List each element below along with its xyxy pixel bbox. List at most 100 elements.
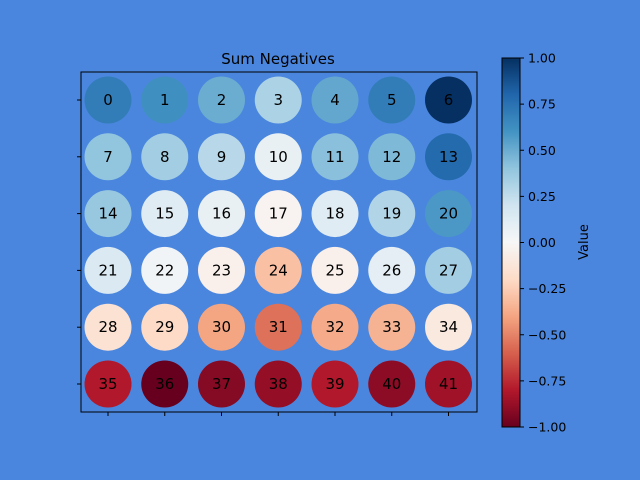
cell-label: 20: [439, 205, 458, 223]
cell-circle: [368, 133, 416, 181]
plot-frame: [80, 71, 478, 413]
cell-circle: [254, 303, 302, 351]
cell-circle: [84, 133, 132, 181]
cell-label: 16: [212, 205, 231, 223]
cell-circle: [141, 360, 189, 408]
cell-label: 21: [98, 261, 117, 279]
colorbar-tick-label: 0.00: [528, 235, 556, 250]
cell-label: 14: [98, 205, 117, 223]
chart-title: Sum Negatives: [221, 50, 335, 68]
cell-label: 3: [273, 91, 283, 109]
cell-label: 12: [382, 148, 401, 166]
cell-label: 17: [269, 205, 288, 223]
cell-circle: [311, 246, 359, 294]
cell-circle: [141, 190, 189, 238]
cell-circle: [198, 133, 245, 181]
cell-circle: [368, 303, 416, 351]
colorbar-tick-label: 0.50: [528, 143, 556, 158]
colorbar-tick-label: 0.25: [528, 189, 556, 204]
cell-label: 25: [325, 261, 344, 279]
cell-label: 37: [212, 375, 231, 393]
cell-label: 8: [160, 148, 170, 166]
cell-circle: [425, 360, 472, 408]
cell-circle: [425, 133, 472, 181]
cell-label: 35: [98, 375, 117, 393]
colorbar-tick-label: −0.75: [528, 373, 566, 388]
cell-circle: [84, 246, 132, 294]
cell-circle: [198, 190, 245, 238]
cell-circle: [368, 360, 416, 408]
colorbar-label: Value: [577, 224, 592, 260]
cell-label: 38: [269, 375, 288, 393]
cell-label: 41: [439, 375, 458, 393]
cell-label: 9: [217, 148, 227, 166]
cell-label: 31: [269, 318, 288, 336]
cell-label: 23: [212, 261, 231, 279]
cell-circle: [425, 303, 472, 351]
cell-circle: [254, 246, 302, 294]
cell-circle: [141, 76, 189, 124]
cell-label: 30: [212, 318, 231, 336]
cell-circle: [311, 133, 359, 181]
cell-circle: [425, 190, 472, 238]
colorbar-tick-label: −1.00: [528, 420, 566, 435]
cell-label: 2: [217, 91, 227, 109]
cell-label: 4: [330, 91, 340, 109]
colorbar-scale: [501, 57, 521, 428]
cell-label: 0: [103, 91, 113, 109]
cell-circle: [254, 133, 302, 181]
cell-label: 11: [325, 148, 344, 166]
cell-circle: [198, 360, 245, 408]
colorbar-tick-label: 0.75: [528, 97, 556, 112]
cell-label: 33: [382, 318, 401, 336]
cell-label: 27: [439, 261, 458, 279]
cell-circle: [368, 76, 416, 124]
cell-label: 1: [160, 91, 170, 109]
cell-circle: [198, 303, 245, 351]
cell-circle: [254, 76, 302, 124]
cell-label: 24: [269, 261, 288, 279]
cell-circle: [84, 190, 132, 238]
cell-circle: [425, 246, 472, 294]
cell-circle: [311, 190, 359, 238]
cell-label: 26: [382, 261, 401, 279]
cell-label: 36: [155, 375, 174, 393]
cell-circle: [84, 76, 132, 124]
colorbar-tick-label: −0.25: [528, 281, 566, 296]
cell-label: 13: [439, 148, 458, 166]
cell-label: 5: [387, 91, 397, 109]
cell-label: 7: [103, 148, 113, 166]
cell-circle: [425, 76, 472, 124]
cell-circle: [311, 360, 359, 408]
cell-label: 29: [155, 318, 174, 336]
cell-circle: [198, 76, 245, 124]
cell-label: 39: [325, 375, 344, 393]
colorbar: 1.00 0.75 0.50 0.25 0.00 −0.25 −0.50 −0.75 −1.00: [501, 51, 566, 435]
cell-label: 19: [382, 205, 401, 223]
cell-circle: [198, 246, 245, 294]
cell-circle: [84, 360, 132, 408]
cell-circle: [368, 246, 416, 294]
cell-circle: [84, 303, 132, 351]
cell-label: 32: [325, 318, 344, 336]
cell-label: 15: [155, 205, 174, 223]
cell-label: 28: [98, 318, 117, 336]
cell-label: 22: [155, 261, 174, 279]
cell-circle: [254, 360, 302, 408]
cell-label: 10: [269, 148, 288, 166]
cell-circle: [141, 303, 189, 351]
cell-label: 40: [382, 375, 401, 393]
cell-circle: [311, 303, 359, 351]
cell-circle: [141, 246, 189, 294]
cell-label: 34: [439, 318, 458, 336]
cell-label: 18: [325, 205, 344, 223]
cell-circle: [254, 190, 302, 238]
colorbar-tick-label: 1.00: [528, 51, 556, 66]
cell-label: 6: [444, 91, 454, 109]
colorbar-tick-label: −0.50: [528, 327, 566, 342]
cell-circle: [368, 190, 416, 238]
cell-circle: [141, 133, 189, 181]
cell-circle: [311, 76, 359, 124]
